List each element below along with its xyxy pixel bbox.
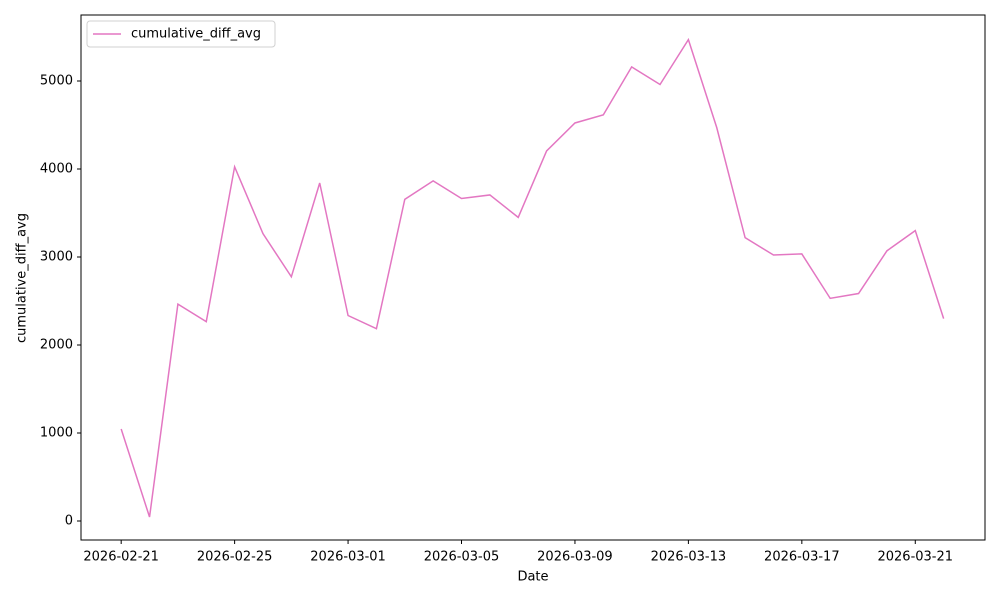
x-tick-label: 2026-03-01 <box>310 550 386 565</box>
x-axis-label: Date <box>517 570 548 585</box>
x-tick-label: 2026-03-09 <box>537 550 613 565</box>
axes-frame <box>80 14 986 541</box>
line <box>120 37 945 518</box>
x-tick-label: 2026-03-05 <box>424 550 500 565</box>
y-tick-label: 0 <box>65 513 73 528</box>
y-tick-label: 1000 <box>40 425 73 440</box>
y-tick-label: 4000 <box>40 161 73 176</box>
legend-label: cumulative_diff_avg <box>131 27 261 42</box>
y-axis-label: cumulative_diff_avg <box>15 213 30 343</box>
x-tick-label: 2026-02-25 <box>197 550 273 565</box>
x-tick-label: 2026-03-13 <box>651 550 727 565</box>
x-tick-label: 2026-03-17 <box>764 550 840 565</box>
x-tick-label: 2026-03-21 <box>877 550 953 565</box>
y-tick-label: 2000 <box>40 337 73 352</box>
legend-box <box>86 20 276 48</box>
y-tick-label: 3000 <box>40 249 73 264</box>
y-tick-label: 5000 <box>40 73 73 88</box>
x-tick-label: 2026-02-21 <box>83 550 159 565</box>
